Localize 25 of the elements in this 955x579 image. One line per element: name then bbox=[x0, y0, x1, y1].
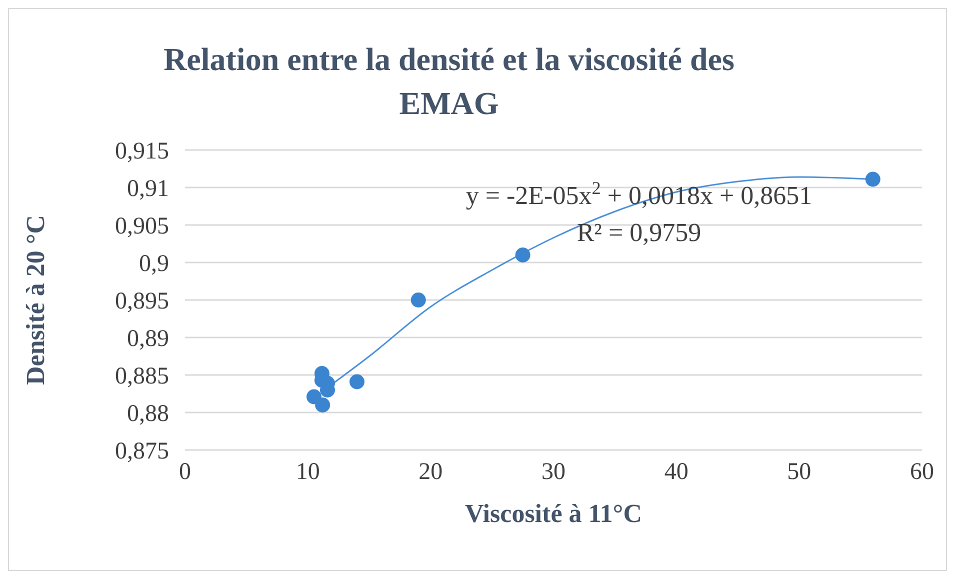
y-tick-label: 0,895 bbox=[115, 288, 169, 315]
point bbox=[515, 248, 530, 262]
x-tick-label: 40 bbox=[664, 459, 688, 486]
y-tick-label: 0,915 bbox=[115, 138, 169, 165]
x-tick-label: 30 bbox=[542, 459, 566, 486]
point bbox=[865, 172, 880, 187]
x-tick-label: 60 bbox=[910, 459, 934, 486]
annotation: R² = 0,9759 bbox=[576, 218, 702, 247]
y-tick-label: 0,905 bbox=[115, 214, 169, 240]
x-tick-label: 50 bbox=[787, 459, 812, 486]
chart-title: Relation entre la densité et la viscosité des EMAG bbox=[162, 40, 736, 123]
point bbox=[410, 292, 426, 308]
x-tick-label: 10 bbox=[296, 459, 320, 486]
y-tick-label: 0,88 bbox=[127, 401, 169, 428]
point bbox=[349, 374, 364, 390]
y-axis-title: Densité à 20 °C bbox=[21, 215, 50, 385]
point bbox=[315, 398, 330, 412]
y-tick-label: 0,885 bbox=[115, 364, 169, 390]
x-tick-label: 20 bbox=[418, 459, 443, 486]
y-tick-label: 0,89 bbox=[127, 326, 169, 352]
x-axis-title: Viscosité à 11°C bbox=[465, 499, 642, 528]
x-tick-label: 0 bbox=[179, 459, 191, 486]
y-tick-label: 0,9 bbox=[139, 251, 169, 278]
y-tick-label: 0,875 bbox=[115, 438, 169, 465]
y-tick-label: 0,91 bbox=[127, 176, 169, 202]
